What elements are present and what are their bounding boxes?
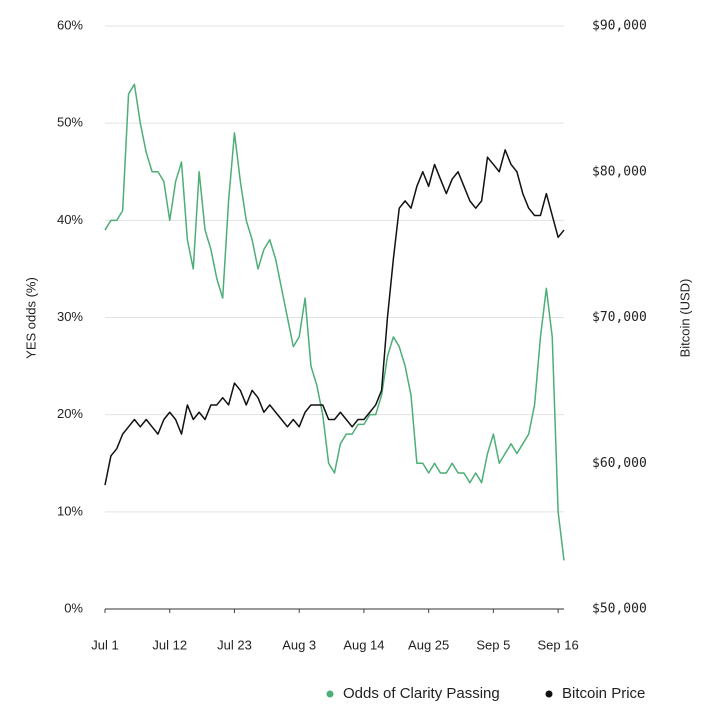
x-tick-label: Aug 14 — [343, 637, 384, 652]
series-line — [104, 83, 565, 561]
y-tick-label: 10% — [57, 503, 83, 518]
y2-axis-title: Bitcoin (USD) — [677, 279, 692, 358]
y-tick-label: 60% — [57, 17, 83, 32]
y2-tick-label: $90,000 — [592, 19, 647, 34]
legend-label: Odds of Clarity Passing — [343, 685, 500, 702]
y-axis-title: YES odds (%) — [23, 277, 38, 359]
y-tick-label: 30% — [57, 309, 83, 324]
y-tick-label: 50% — [57, 115, 83, 130]
y2-tick-label: $70,000 — [592, 310, 647, 325]
y2-tick-label: $60,000 — [592, 456, 647, 471]
x-tick-label: Jul 1 — [91, 637, 118, 652]
x-tick-label: Aug 3 — [282, 637, 316, 652]
y-tick-label: 40% — [57, 212, 83, 227]
x-tick-label: Jul 23 — [217, 637, 252, 652]
x-tick-label: Aug 25 — [408, 637, 449, 652]
series-line — [104, 149, 565, 486]
y2-tick-label: $80,000 — [592, 164, 647, 179]
y2-tick-label: $50,000 — [592, 602, 647, 617]
legend-label: Bitcoin Price — [562, 685, 645, 702]
legend-marker — [326, 690, 334, 698]
y-tick-label: 20% — [57, 406, 83, 421]
x-tick-label: Sep 5 — [476, 637, 510, 652]
legend-marker — [545, 690, 553, 698]
x-tick-label: Jul 12 — [152, 637, 187, 652]
x-tick-label: Sep 16 — [538, 637, 579, 652]
y-tick-label: 0% — [64, 600, 83, 615]
